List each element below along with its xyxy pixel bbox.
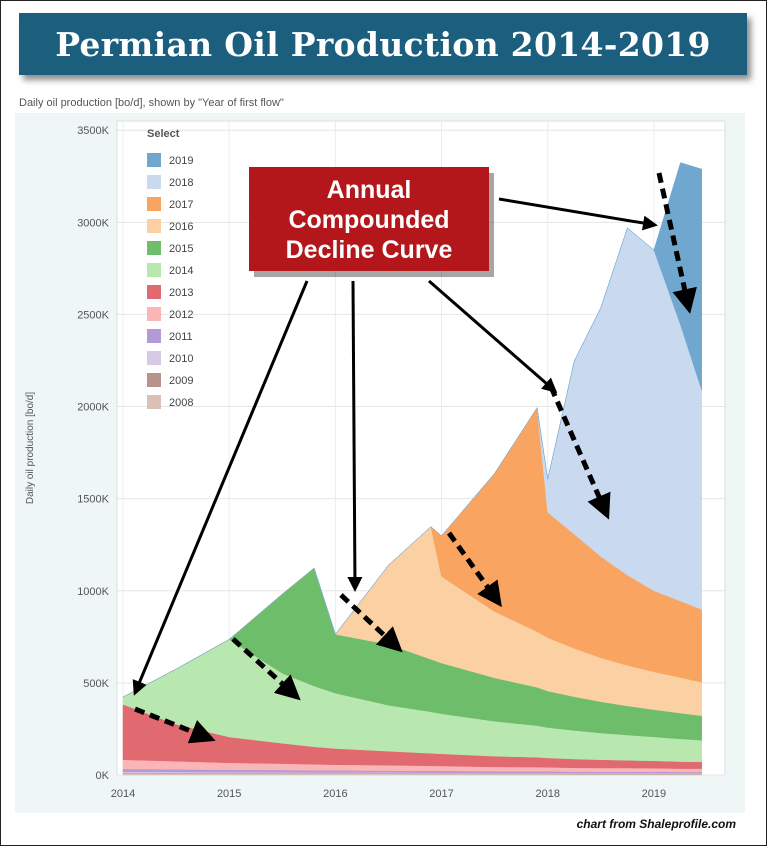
legend-label-2010[interactable]: 2010	[169, 353, 193, 365]
decline-arrow	[134, 706, 216, 744]
y-tick-label: 1500K	[77, 494, 109, 506]
y-tick-label: 3500K	[77, 125, 109, 137]
legend-label-2018[interactable]: 2018	[169, 177, 193, 189]
legend-label-2016[interactable]: 2016	[169, 221, 193, 233]
y-tick-label: 3000K	[77, 217, 109, 229]
legend-swatch-2011[interactable]	[147, 329, 161, 343]
y-tick-label: 1000K	[77, 586, 109, 598]
chart-title: Permian Oil Production 2014-2019	[55, 24, 711, 64]
x-tick-label: 2018	[535, 788, 559, 800]
x-tick-label: 2019	[642, 788, 666, 800]
legend-swatch-2019[interactable]	[147, 153, 161, 167]
y-axis-ticks: 0K 500K 1000K 1500K 2000K 2500K 3000K 3500K	[77, 125, 109, 782]
legend-title: Select	[147, 128, 180, 140]
legend-label-2008[interactable]: 2008	[169, 397, 193, 409]
legend-label-2019[interactable]: 2019	[169, 155, 193, 167]
callout-arrow	[498, 197, 658, 231]
legend-swatch-2013[interactable]	[147, 285, 161, 299]
y-tick-label: 0K	[96, 770, 110, 782]
x-tick-label: 2017	[429, 788, 453, 800]
callout-arrow	[132, 280, 309, 696]
area-series-2019[interactable]	[122, 162, 702, 698]
x-axis-ticks: 2014 2015 2016 2017 2018 2019	[111, 788, 666, 800]
decline-arrow	[656, 172, 697, 314]
chart-subtitle: Daily oil production [bo/d], shown by "Y…	[19, 97, 284, 109]
legend-swatch-2008[interactable]	[147, 395, 161, 409]
source-credit: chart from Shaleprofile.com	[576, 817, 736, 831]
plot-area: 0K 500K 1000K 1500K 2000K 2500K 3000K 3500K 201…	[15, 113, 745, 813]
legend-label-2011[interactable]: 2011	[169, 331, 193, 343]
chart-svg: 0K 500K 1000K 1500K 2000K 2500K 3000K 3500K 201…	[25, 120, 726, 800]
legend-label-2017[interactable]: 2017	[169, 199, 193, 211]
y-tick-label: 2500K	[77, 309, 109, 321]
y-tick-label: 2000K	[77, 402, 109, 414]
legend-swatch-2014[interactable]	[147, 263, 161, 277]
callout-background	[249, 167, 489, 271]
x-tick-label: 2014	[111, 788, 135, 800]
decline-arrow	[548, 385, 611, 520]
x-tick-label: 2016	[323, 788, 347, 800]
x-tick-label: 2015	[217, 788, 241, 800]
legend-swatch-2016[interactable]	[147, 219, 161, 233]
callout-arrow	[428, 279, 558, 393]
legend-label-2009[interactable]: 2009	[169, 375, 193, 387]
legend-swatch-2018[interactable]	[147, 175, 161, 189]
legend-label-2013[interactable]: 2013	[169, 287, 193, 299]
callout-line: Decline Curve	[286, 236, 453, 264]
legend-label-2015[interactable]: 2015	[169, 243, 193, 255]
legend[interactable]: Select 2019 2018 2017 2016 2015 2014 2013 2012 20…	[147, 128, 193, 409]
decline-arrow	[231, 637, 301, 701]
legend-swatch-2012[interactable]	[147, 307, 161, 321]
title-banner: Permian Oil Production 2014-2019	[19, 13, 747, 75]
decline-arrows	[132, 172, 697, 744]
callout-line: Annual	[327, 176, 412, 204]
legend-swatch-2015[interactable]	[147, 241, 161, 255]
y-axis-label: Daily oil production [bo/d]	[25, 392, 36, 505]
decline-arrow	[446, 531, 502, 608]
legend-swatch-2009[interactable]	[147, 373, 161, 387]
legend-swatch-2010[interactable]	[147, 351, 161, 365]
legend-swatch-2017[interactable]	[147, 197, 161, 211]
decline-arrow	[339, 593, 403, 653]
y-tick-label: 500K	[83, 678, 109, 690]
legend-label-2012[interactable]: 2012	[169, 309, 193, 321]
callout-arrow	[347, 280, 363, 592]
callout-line: Compounded	[288, 206, 449, 234]
legend-label-2014[interactable]: 2014	[169, 265, 193, 277]
